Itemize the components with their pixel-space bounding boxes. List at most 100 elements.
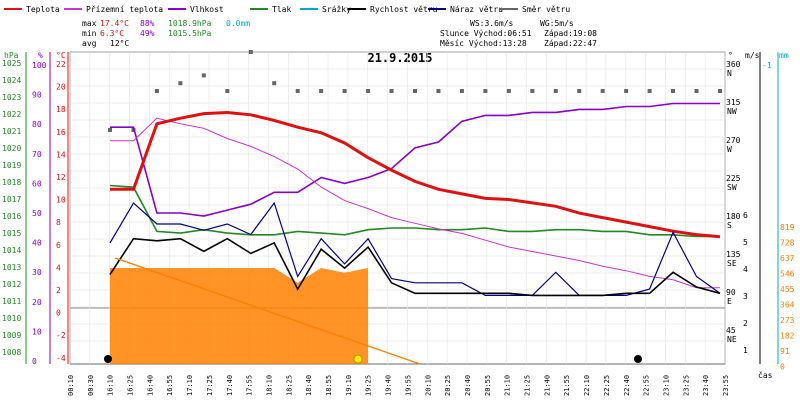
time-tick-label: 17:55	[246, 375, 254, 396]
direction-point	[530, 89, 535, 93]
direction-point	[295, 89, 300, 93]
direction-point	[459, 89, 464, 93]
time-tick-label: 17:40	[226, 375, 234, 396]
time-tick-label: 21:55	[563, 375, 571, 396]
pressure-line	[109, 184, 720, 238]
direction-point	[201, 73, 206, 78]
legend-label: Tlak	[272, 5, 291, 14]
direction-tick: 180	[726, 212, 741, 221]
temp-tick: 18	[56, 105, 66, 114]
legend-label: Vlhkost	[190, 5, 224, 14]
temp-unit: °C	[56, 51, 66, 60]
temp-tick: 8	[56, 218, 61, 227]
direction-point	[342, 89, 347, 93]
wind-speed-line	[109, 237, 721, 297]
direction-point	[600, 89, 605, 93]
direction-point	[506, 89, 511, 93]
temp-tick: 14	[56, 150, 66, 159]
legend-label: Náraz větru	[450, 5, 503, 14]
time-tick-label: 19:55	[404, 375, 412, 396]
stat-max-press: 1018.9hPa	[168, 19, 212, 28]
moonset-info: Západ:22:47	[544, 39, 597, 48]
time-tick-label: 16:10	[107, 375, 115, 396]
legend-label: Směr větru	[522, 5, 570, 14]
direction-point	[718, 89, 722, 93]
rain-tick: 728	[780, 239, 795, 248]
time-tick-label: 23:25	[682, 375, 690, 396]
pressure-tick: 1023	[2, 93, 21, 102]
pressure-tick: 1021	[2, 127, 21, 136]
time-tick-label: 21:10	[504, 375, 512, 396]
pressure-tick: 1022	[2, 110, 21, 119]
time-tick-label: 23:40	[702, 375, 710, 396]
direction-label: E	[727, 297, 732, 306]
time-tick-label: 18:40	[305, 375, 313, 396]
sunrise-info: Slunce Východ:06:51	[440, 29, 532, 38]
rain-unit: mm	[779, 51, 789, 60]
pressure-tick: 1019	[2, 161, 21, 170]
time-tick-label: 18:10	[265, 375, 273, 396]
pressure-tick: 1008	[2, 348, 21, 357]
temperature-line	[110, 110, 721, 239]
pressure-tick: 1024	[2, 76, 21, 85]
direction-tick: 90	[726, 288, 736, 297]
humidity-tick: 50	[32, 209, 42, 218]
direction-label: NW	[727, 107, 737, 116]
wind-tick: 3	[743, 292, 748, 301]
pressure-tick: 1014	[2, 246, 21, 255]
direction-tick: 135	[726, 250, 741, 259]
humidity-tick: 20	[32, 298, 42, 307]
pressure-tick: 1015	[2, 229, 21, 238]
wind-axis-top: -1	[762, 61, 772, 70]
temp-tick: 20	[56, 83, 66, 92]
stat-max-rain: 0.0mm	[226, 19, 250, 28]
temp-tick: 22	[56, 60, 66, 69]
direction-point	[272, 81, 277, 86]
direction-point	[108, 128, 112, 132]
temp-tick: -4	[56, 354, 66, 363]
sunrise-marker	[104, 355, 112, 363]
humidity-tick: 70	[32, 150, 42, 159]
wind-tick: 1	[743, 346, 748, 355]
stat-avg-label: avg	[82, 39, 97, 48]
rain-tick: 91	[780, 347, 790, 356]
chart-title: 21.9.2015	[367, 51, 432, 65]
stat-min-label: min	[82, 29, 97, 38]
pressure-tick: 1012	[2, 280, 21, 289]
time-tick-label: 22:25	[603, 375, 611, 396]
direction-tick: 45	[726, 326, 736, 335]
pressure-tick: 1011	[2, 297, 21, 306]
rain-tick: 0	[780, 363, 785, 372]
direction-tick: 270	[726, 136, 741, 145]
time-tick-label: 16:25	[127, 375, 135, 396]
time-tick-label: 21:25	[524, 375, 532, 396]
direction-label: W	[727, 145, 732, 154]
direction-unit: °	[728, 51, 733, 60]
rain-tick: 455	[780, 285, 795, 294]
direction-point	[483, 89, 488, 93]
direction-point	[577, 89, 582, 93]
time-ticks: 00:10 00:30 16:10 16:25 16:40 16:55 17:10 17:25…	[67, 375, 730, 396]
rain-tick: 182	[780, 332, 795, 341]
direction-point	[178, 81, 183, 86]
sun-marker	[353, 354, 363, 364]
legend-label: Teplota	[26, 5, 60, 14]
axes: 1025102410231022102110201019101810171016…	[2, 59, 795, 372]
time-tick-label: 20:40	[464, 375, 472, 396]
humidity-tick: 100	[32, 61, 47, 70]
direction-label: NE	[727, 335, 737, 344]
legend-label: Srážky	[322, 5, 351, 14]
wind-tick: 2	[743, 319, 748, 328]
sunset-info: Západ:19:08	[544, 29, 597, 38]
time-tick-label: 17:25	[206, 375, 214, 396]
direction-point	[436, 89, 441, 93]
humidity-tick: 80	[32, 120, 42, 129]
direction-point	[647, 89, 652, 93]
time-tick-label: 20:55	[484, 375, 492, 396]
humidity-tick: 0	[32, 357, 37, 366]
rain-tick: 819	[780, 223, 795, 232]
pressure-tick: 1025	[2, 59, 21, 68]
time-tick-label: 22:10	[583, 375, 591, 396]
time-tick-label: 20:10	[424, 375, 432, 396]
time-tick-label: 00:10	[67, 375, 75, 396]
